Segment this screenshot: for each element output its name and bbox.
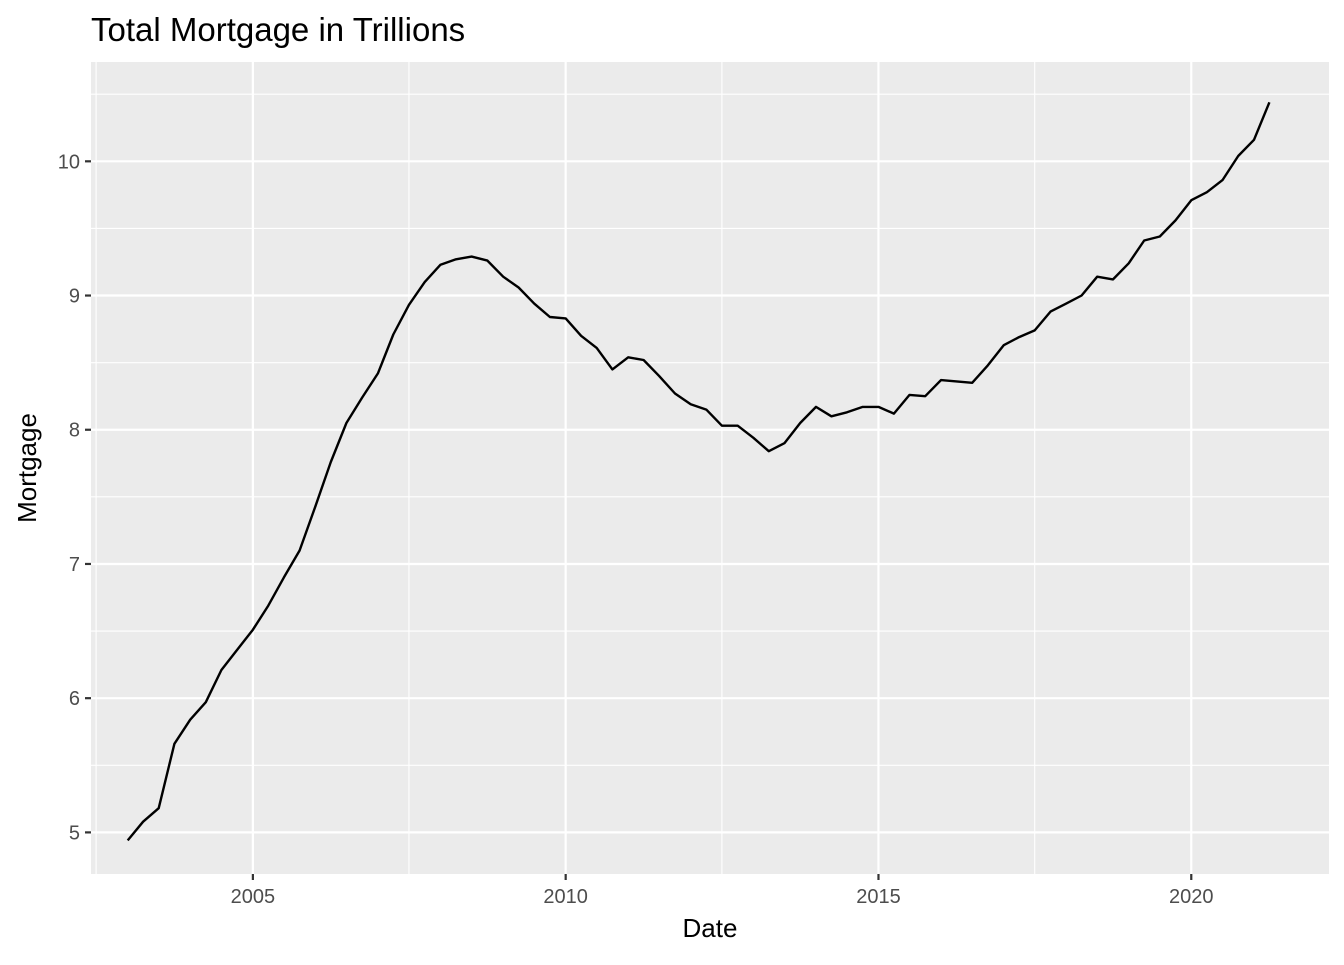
x-tick-label: 2020 <box>1169 886 1214 908</box>
x-axis: 2005 2010 2015 2020 <box>231 874 1214 908</box>
y-tick-label: 7 <box>69 554 80 576</box>
y-tick-label: 9 <box>69 286 80 308</box>
chart-title: Total Mortgage in Trillions <box>91 11 465 48</box>
y-tick-label: 10 <box>58 151 80 173</box>
x-axis-title: Date <box>683 913 738 943</box>
y-tick-label: 8 <box>69 420 80 442</box>
plot-panel <box>91 62 1329 874</box>
y-axis-title: Mortgage <box>12 413 42 523</box>
x-tick-label: 2010 <box>543 886 588 908</box>
y-tick-label: 5 <box>69 822 80 844</box>
mortgage-series-line <box>126 101 1271 842</box>
x-tick-label: 2005 <box>231 886 276 908</box>
minor-gridlines <box>91 62 1329 874</box>
x-tick-label: 2015 <box>856 886 901 908</box>
y-axis: 5 6 7 8 9 10 <box>58 151 91 844</box>
y-tick-label: 6 <box>69 688 80 710</box>
major-gridlines <box>91 62 1329 874</box>
